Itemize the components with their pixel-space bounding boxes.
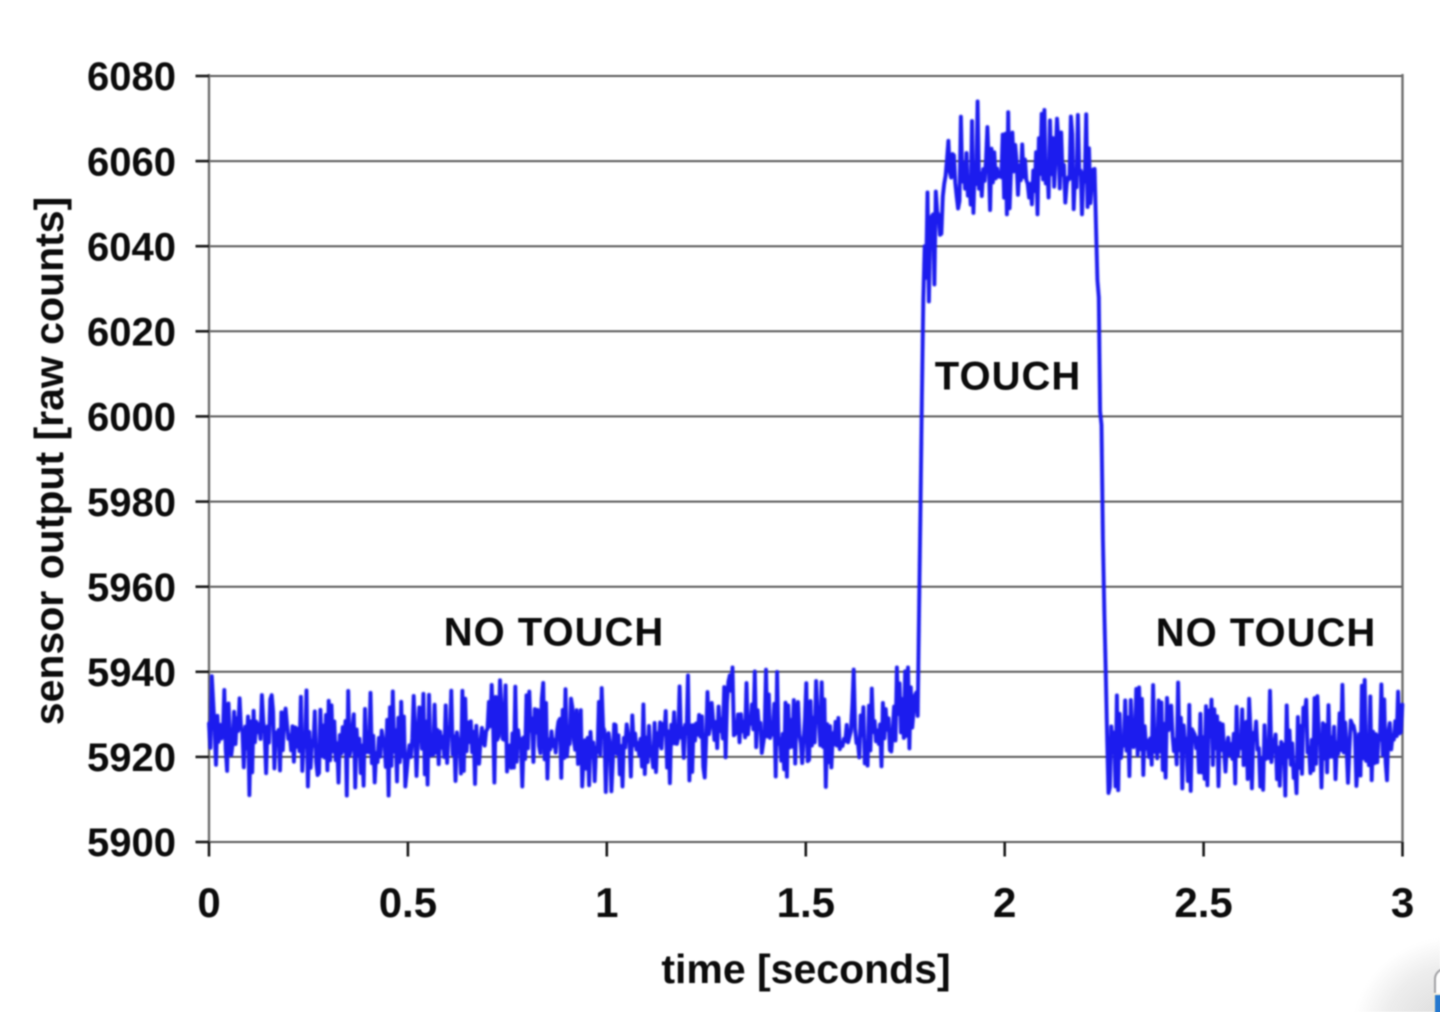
svg-text:sensor output [raw counts]: sensor output [raw counts]	[26, 197, 72, 725]
svg-text:6000: 6000	[87, 396, 176, 440]
svg-text:6060: 6060	[87, 140, 176, 184]
svg-text:0: 0	[197, 879, 220, 926]
svg-text:2: 2	[993, 879, 1016, 926]
svg-text:NO TOUCH: NO TOUCH	[1156, 611, 1377, 655]
svg-text:5980: 5980	[87, 481, 176, 525]
svg-text:5960: 5960	[87, 566, 176, 610]
svg-text:0.5: 0.5	[379, 879, 437, 926]
svg-text:6040: 6040	[87, 225, 176, 269]
svg-text:NO TOUCH: NO TOUCH	[444, 611, 665, 655]
svg-text:2.5: 2.5	[1174, 879, 1232, 926]
svg-text:1: 1	[595, 879, 618, 926]
svg-text:5900: 5900	[87, 821, 176, 865]
svg-text:5920: 5920	[87, 736, 176, 780]
svg-text:3: 3	[1391, 879, 1414, 926]
svg-text:6020: 6020	[87, 311, 176, 355]
svg-text:6080: 6080	[87, 55, 176, 99]
svg-text:5940: 5940	[87, 651, 176, 695]
svg-text:time [seconds]: time [seconds]	[661, 946, 950, 992]
svg-text:1.5: 1.5	[777, 879, 835, 926]
svg-text:TOUCH: TOUCH	[935, 355, 1081, 399]
